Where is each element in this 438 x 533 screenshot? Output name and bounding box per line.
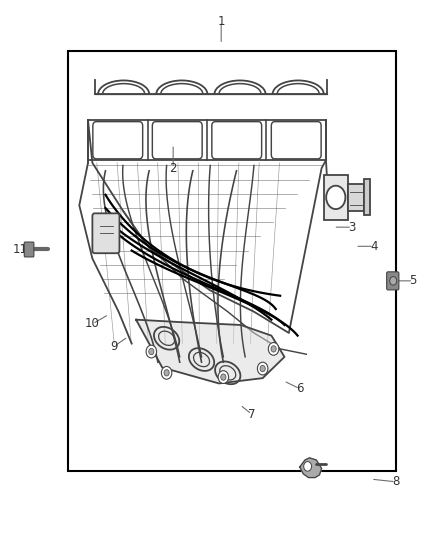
Circle shape <box>258 362 268 375</box>
Circle shape <box>146 345 156 358</box>
Text: 3: 3 <box>349 221 356 233</box>
FancyBboxPatch shape <box>92 213 120 253</box>
Circle shape <box>326 185 346 209</box>
Circle shape <box>149 349 154 355</box>
FancyBboxPatch shape <box>387 272 399 290</box>
Circle shape <box>161 367 172 379</box>
Bar <box>324 175 348 220</box>
Polygon shape <box>136 320 285 383</box>
Text: 6: 6 <box>296 382 304 395</box>
Text: 9: 9 <box>110 340 118 353</box>
Text: 4: 4 <box>370 240 378 253</box>
Text: 2: 2 <box>170 161 177 175</box>
Text: 11: 11 <box>13 243 28 256</box>
FancyBboxPatch shape <box>24 242 34 257</box>
Bar <box>68 51 396 471</box>
Circle shape <box>271 346 276 352</box>
Circle shape <box>221 374 226 380</box>
Text: 7: 7 <box>248 408 255 421</box>
Text: 10: 10 <box>85 318 100 330</box>
Circle shape <box>260 366 265 372</box>
Text: 5: 5 <box>410 274 417 287</box>
Circle shape <box>390 277 397 285</box>
Circle shape <box>164 369 169 376</box>
Circle shape <box>304 462 311 471</box>
Bar <box>364 179 370 215</box>
Circle shape <box>268 343 279 356</box>
Text: 1: 1 <box>217 15 225 28</box>
Polygon shape <box>300 458 321 478</box>
Circle shape <box>218 370 229 383</box>
Text: 8: 8 <box>392 475 399 488</box>
Bar <box>348 183 364 211</box>
